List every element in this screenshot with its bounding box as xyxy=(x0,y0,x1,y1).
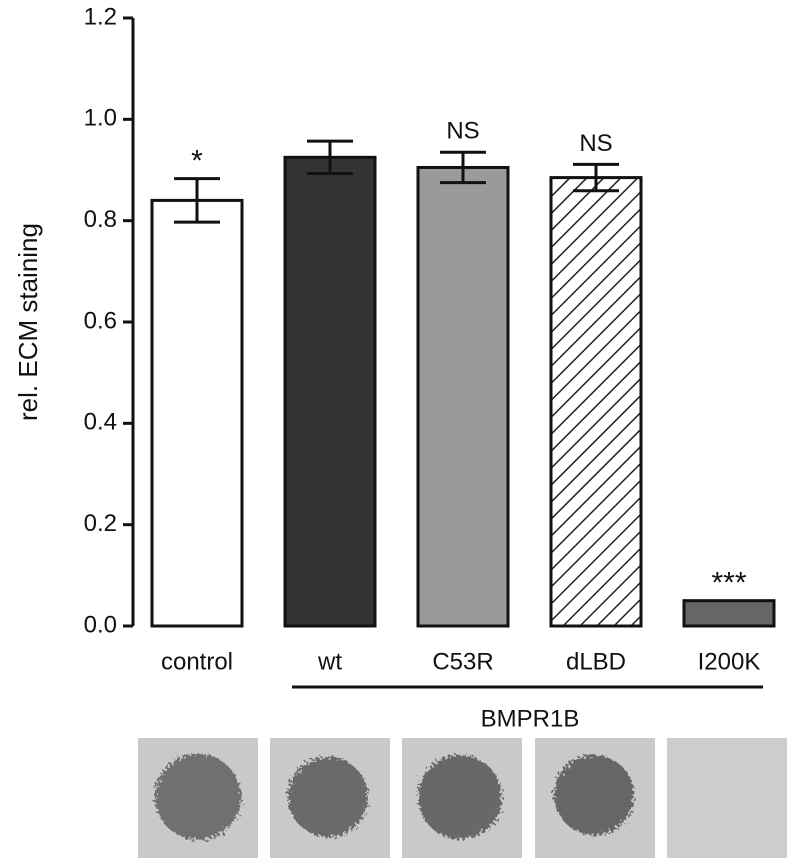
bar xyxy=(549,176,643,628)
x-tick-label: I200K xyxy=(698,648,761,675)
bar xyxy=(682,599,776,628)
y-tick-label: 1.0 xyxy=(84,105,117,132)
bar xyxy=(416,165,510,628)
significance-label: NS xyxy=(579,130,612,157)
y-tick-label: 0.2 xyxy=(84,510,117,537)
colony xyxy=(288,757,368,837)
y-tick-label: 0.6 xyxy=(84,307,117,334)
y-tick-label: 0.0 xyxy=(84,611,117,638)
x-tick-label: control xyxy=(161,648,233,675)
x-tick-label: C53R xyxy=(432,648,493,675)
y-tick-label: 0.8 xyxy=(84,206,117,233)
significance-label: *** xyxy=(711,567,746,600)
significance-label: * xyxy=(191,145,203,178)
group-label: BMPR1B xyxy=(481,705,580,732)
colony xyxy=(155,754,241,840)
image-frame xyxy=(667,738,787,858)
y-axis-label: rel. ECM staining xyxy=(13,223,43,421)
x-tick-label: dLBD xyxy=(566,648,626,675)
colony xyxy=(418,755,502,839)
significance-label: NS xyxy=(446,118,479,145)
bar xyxy=(150,198,244,628)
colony xyxy=(554,755,634,835)
colony-images xyxy=(138,738,787,858)
y-tick-label: 0.4 xyxy=(84,409,117,436)
bar xyxy=(283,155,377,628)
y-tick-label: 1.2 xyxy=(84,3,117,30)
x-tick-label: wt xyxy=(317,648,342,675)
